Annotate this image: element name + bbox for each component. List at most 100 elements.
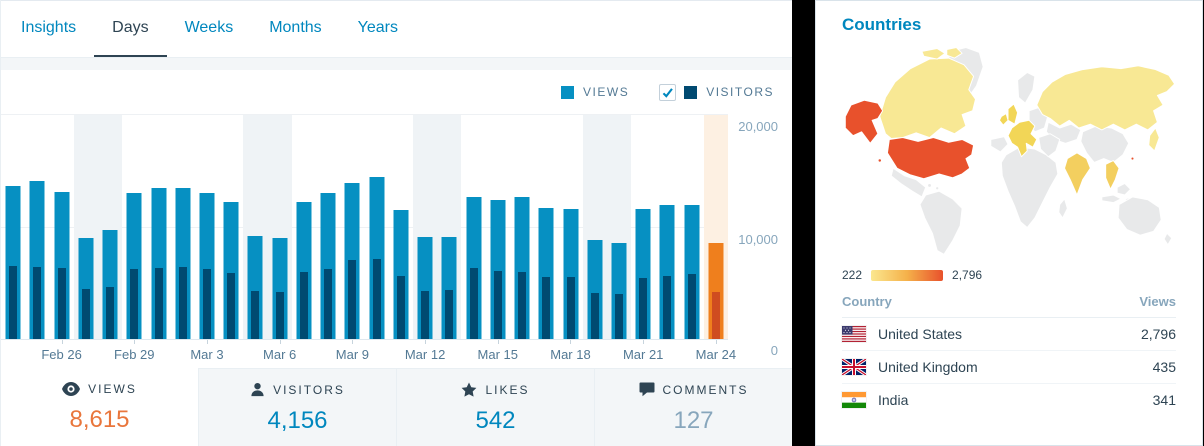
period-tabbar: Insights Days Weeks Months Years [1, 0, 792, 58]
heat-gradient-bar [871, 269, 944, 281]
chart-bar-slot[interactable] [195, 115, 219, 339]
country-views: 341 [1152, 392, 1176, 408]
stat-value: 127 [673, 407, 714, 434]
visitors-bar [566, 276, 575, 339]
chart-bar-slot[interactable] [510, 115, 534, 339]
visitors-bar [445, 289, 454, 339]
plot-area [1, 114, 729, 340]
chart-bar-slot[interactable] [680, 115, 704, 339]
chart-bar-slot[interactable] [267, 115, 292, 339]
country-views: 2,796 [1140, 326, 1176, 342]
visitors-bar [348, 260, 357, 339]
visitors-bar [493, 271, 502, 339]
chart-bar-slot[interactable] [292, 115, 316, 339]
visitors-bar [202, 269, 211, 339]
x-axis-label: Mar 21 [622, 347, 664, 362]
chart-bar-slot[interactable] [655, 115, 679, 339]
chart-bar-slot[interactable] [146, 115, 170, 339]
x-axis-label: Mar 24 [695, 347, 737, 362]
visitors-bar [9, 266, 18, 339]
chart-plot[interactable] [1, 115, 729, 339]
chart-bar-slot[interactable] [606, 115, 632, 339]
x-axis-label: Mar 12 [404, 347, 446, 362]
x-axis-tick [279, 340, 281, 344]
tab-months[interactable]: Months [269, 19, 322, 36]
chart-bar-slot[interactable] [534, 115, 558, 339]
tab-days[interactable]: Days [94, 1, 167, 57]
chart-bar-slot[interactable] [631, 115, 655, 339]
visitors-bar [687, 274, 696, 339]
chart-bar-slot[interactable] [219, 115, 243, 339]
chart-bar-slot[interactable] [340, 115, 364, 339]
x-axis-tick [715, 340, 717, 344]
visitors-bar [251, 290, 260, 339]
x-axis-tick [643, 340, 645, 344]
visitors-bar [130, 269, 139, 339]
x-axis-label: Mar 3 [190, 347, 224, 362]
x-axis-label: Mar 9 [335, 347, 369, 362]
y-tick-0: 0 [770, 343, 778, 358]
visitors-bar [663, 275, 672, 339]
stat-value: 542 [475, 407, 516, 434]
comment-icon [639, 382, 654, 397]
chart-body: 20,000 10,000 0 [1, 114, 792, 358]
chart-bar-slot[interactable] [243, 115, 268, 339]
stat-label-views: VIEWS [88, 382, 137, 396]
visitors-bar [106, 286, 115, 339]
x-axis-label: Mar 15 [477, 347, 519, 362]
views-legend-label: VIEWS [583, 85, 630, 99]
stat-tile-likes[interactable]: LIKES 542 [396, 368, 594, 446]
x-axis-label: Mar 18 [550, 347, 591, 362]
chart-bar-slot[interactable] [412, 115, 438, 339]
chart-bar-slot[interactable] [49, 115, 73, 339]
world-map[interactable] [830, 41, 1188, 259]
stat-tile-comments[interactable]: COMMENTS 127 [594, 368, 792, 446]
x-axis-label: Mar 6 [263, 347, 297, 362]
chart-bar-slot[interactable] [389, 115, 413, 339]
visitors-checkbox[interactable] [659, 83, 677, 101]
stat-tile-views[interactable]: VIEWS 8,615 [1, 368, 198, 446]
chart-bar-slot[interactable] [1, 115, 25, 339]
country-views: 435 [1152, 359, 1176, 375]
x-axis-tick [61, 340, 63, 344]
chart-bar-slot[interactable] [73, 115, 98, 339]
visitors-bar [299, 271, 308, 339]
chart-bar-slot[interactable] [25, 115, 49, 339]
tab-insights[interactable]: Insights [21, 19, 77, 36]
column-country: Country [842, 294, 892, 309]
chart-legend: VIEWS VISITORS [1, 70, 792, 114]
country-name: United Kingdom [878, 359, 978, 375]
chart-bar-slot[interactable] [486, 115, 510, 339]
chart-bar-slot[interactable] [316, 115, 340, 339]
visitors-legend-swatch [684, 85, 698, 99]
chart-bar-slot[interactable] [97, 115, 123, 339]
chart-bar-slot[interactable] [122, 115, 146, 339]
india-flag-icon [842, 392, 866, 408]
legend-views: VIEWS [561, 85, 629, 99]
visitors-bar [154, 267, 163, 339]
chart-bar-slot[interactable] [365, 115, 389, 339]
chart-bar-slot[interactable] [437, 115, 462, 339]
stat-label-visitors: VISITORS [273, 382, 345, 397]
table-row: United States 2,796 [842, 318, 1176, 351]
country-table-header: Country Views [842, 294, 1176, 318]
chart-bar-slot[interactable] [461, 115, 485, 339]
chart-bar-slot[interactable] [703, 115, 729, 339]
views-legend-swatch [561, 85, 575, 99]
visitors-bar [324, 269, 333, 339]
visitors-bar [421, 291, 430, 339]
y-tick-10000: 10,000 [738, 232, 778, 247]
visitors-bar [469, 268, 478, 339]
tab-years[interactable]: Years [357, 19, 398, 36]
chart-bar-slot[interactable] [171, 115, 195, 339]
x-axis-tick [425, 340, 427, 344]
chart-bar-slot[interactable] [558, 115, 582, 339]
countries-title: Countries [842, 15, 922, 34]
chart-bar-slot[interactable] [582, 115, 607, 339]
tab-weeks[interactable]: Weeks [184, 19, 234, 36]
visitors-bar [33, 266, 42, 339]
star-icon [462, 382, 477, 397]
x-axis-tick [206, 340, 208, 344]
us-flag-icon [842, 326, 866, 342]
stat-tile-visitors[interactable]: VISITORS 4,156 [198, 368, 396, 446]
